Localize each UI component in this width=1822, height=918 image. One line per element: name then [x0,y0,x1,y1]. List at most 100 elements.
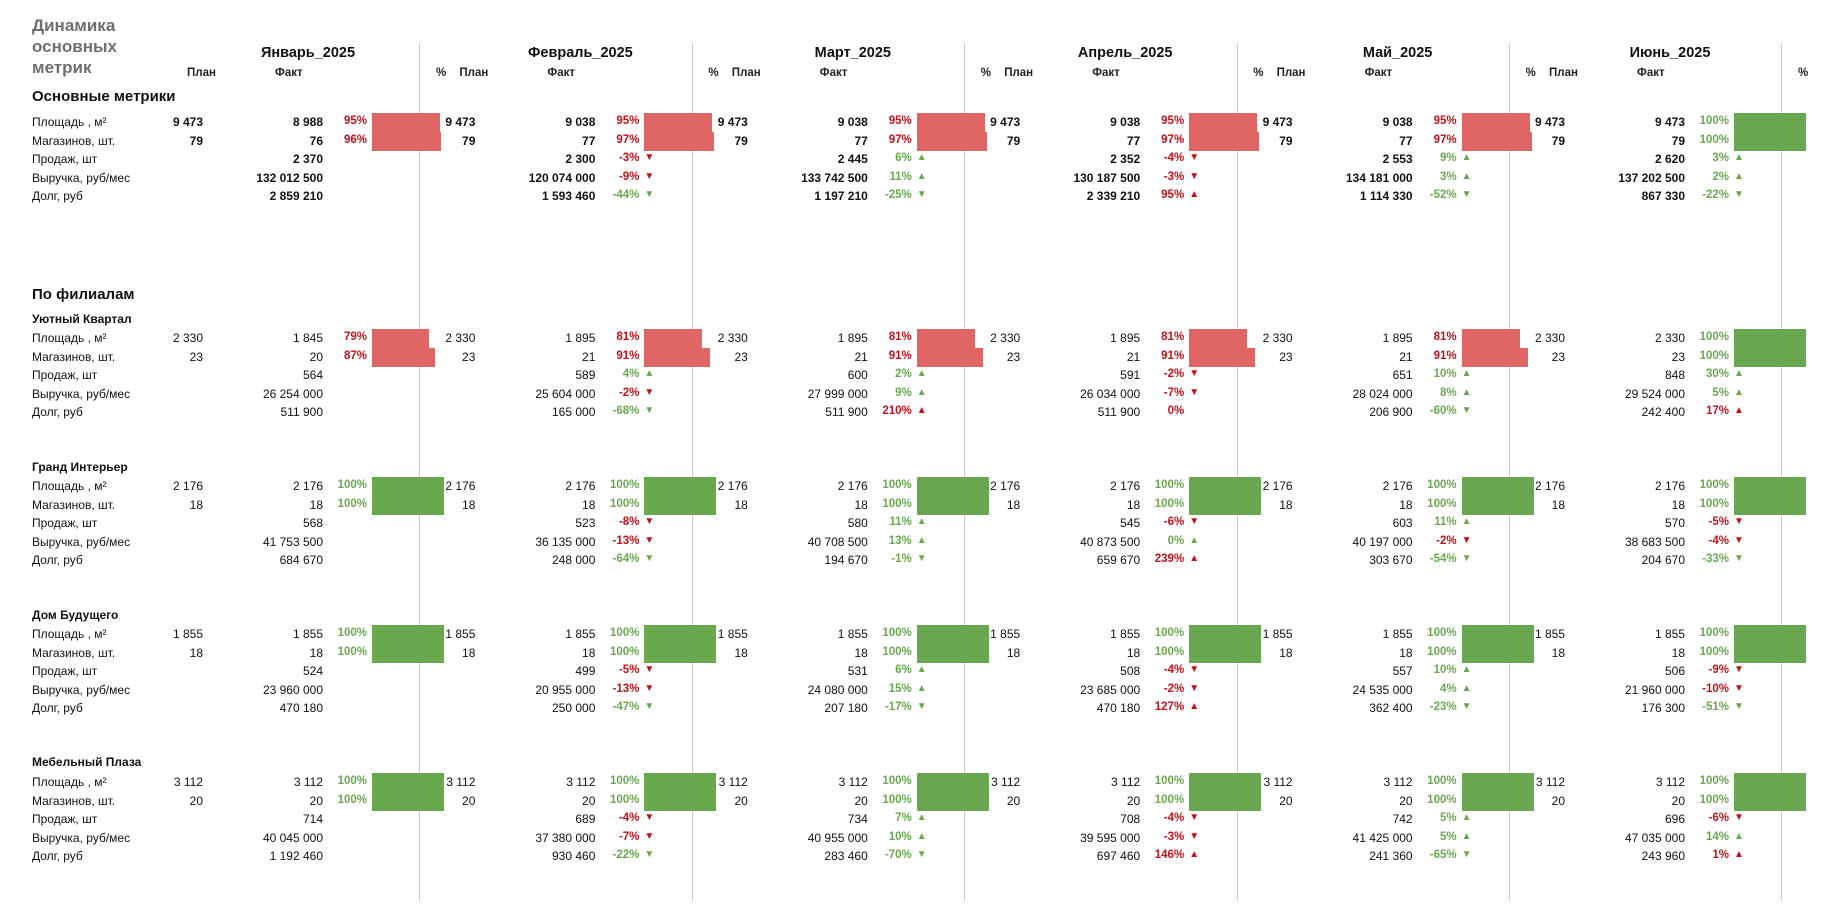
change-pct: -10% [1702,682,1729,695]
arrow-up-icon: ▲ [916,386,927,398]
change-pct: -4% [618,812,640,824]
pct-value: 100% [1427,627,1457,639]
fact-value: 241 360 [1369,849,1413,863]
change-pct: -9% [618,170,640,183]
pct-value: 100% [337,479,367,491]
month-separator [1509,44,1510,900]
change-pct: -52% [1429,189,1457,201]
col-header-pct: % [1253,67,1264,79]
arrow-up-icon: ▲ [916,830,927,842]
pct-value: 100% [337,497,367,510]
fact-value: 848 [1664,368,1685,382]
pct-value: 100% [882,775,912,787]
progress-bar [1189,329,1248,348]
fact-value: 242 400 [1641,405,1685,419]
pct-value: 81% [888,331,912,343]
plan-value: 18 [189,497,203,512]
plan-value: 23 [734,349,748,364]
change-pct: 15% [888,682,912,695]
progress-bar [1461,625,1534,644]
arrow-up-icon: ▲ [644,368,655,379]
progress-bar [1734,643,1806,663]
fact-value: 511 900 [280,405,324,419]
progress-bar [1189,347,1256,367]
arrow-up-icon: ▲ [1461,812,1472,823]
change-pct: 11% [1434,516,1457,528]
pct-value: 100% [1699,627,1729,639]
month-separator [1781,44,1783,900]
arrow-down-icon: ▼ [1189,830,1200,842]
change-pct: 2% [1712,170,1729,183]
month-separator [964,44,966,900]
pct-value: 100% [337,645,367,658]
change-pct: -54% [1429,553,1457,565]
progress-bar [916,113,985,132]
col-header-plan: План [1004,67,1034,79]
arrow-up-icon: ▲ [916,170,927,182]
arrow-up-icon: ▲ [1189,553,1200,564]
change-pct: -22% [612,849,640,861]
fact-value: 1 895 [1382,331,1413,345]
fact-value: 1 593 460 [542,189,596,203]
progress-bar [372,625,444,644]
col-header-fact: Факт [1092,67,1120,79]
plan-value: 2 176 [717,479,748,493]
change-pct: -7% [618,830,640,843]
change-pct: 0% [1167,534,1185,547]
change-pct: 11% [889,170,912,183]
change-pct: 239% [1154,553,1185,565]
plan-value: 2 330 [172,331,203,345]
pct-value: 100% [882,627,912,639]
change-pct: 3% [1439,170,1457,183]
fact-value: 1 114 330 [1359,189,1413,203]
arrow-up-icon: ▲ [1734,386,1744,398]
month-separator [419,44,421,900]
progress-bar [372,131,441,151]
fact-value: 708 [1120,812,1141,826]
fact-value: 18 [1126,645,1141,660]
plan-value: 23 [1006,349,1021,364]
fact-value: 362 400 [1369,701,1413,715]
metric-label: Площадь , м² [32,775,107,789]
arrow-down-icon: ▼ [644,849,655,860]
fact-value: 9 038 [837,115,868,129]
arrow-up-icon: ▲ [1734,368,1744,379]
plan-value: 9 473 [1262,115,1293,129]
fact-value: 557 [1392,664,1413,678]
pct-value: 95% [343,115,367,127]
change-pct: 7% [895,812,912,824]
fact-value: 1 855 [837,627,868,641]
change-pct: 9% [1439,152,1457,164]
change-pct: -22% [1702,189,1729,201]
month-header: Март_2025 [814,45,891,61]
pct-value: 100% [882,479,912,491]
progress-bar [1734,477,1806,496]
progress-bar [1461,773,1534,792]
arrow-down-icon: ▼ [1189,386,1200,398]
fact-value: 18 [1399,645,1413,660]
plan-value: 20 [1006,793,1021,808]
metric-label: Выручка, руб/мес [32,170,131,185]
branch-name: Гранд Интерьер [32,460,128,474]
pct-value: 100% [1699,497,1729,510]
fact-value: 77 [1399,133,1413,148]
metric-label: Выручка, руб/мес [32,830,131,845]
fact-value: 9 038 [1382,115,1413,129]
progress-bar [372,113,440,132]
metric-label: Выручка, руб/мес [32,534,131,549]
plan-value: 2 330 [717,331,748,345]
pct-value: 100% [1154,479,1185,491]
fact-value: 1 895 [1110,331,1141,345]
fact-value: 132 012 500 [256,170,323,185]
fact-value: 21 [1126,349,1141,364]
arrow-up-icon: ▲ [1734,170,1744,182]
fact-value: 600 [847,368,868,382]
fact-value: 40 955 000 [807,830,868,845]
metric-label: Продаж, шт [32,368,98,382]
fact-value: 511 900 [825,405,868,419]
fact-value: 508 [1120,664,1141,678]
progress-bar [1189,113,1258,132]
branch-name: Дом Будущего [32,608,119,622]
fact-value: 194 670 [824,553,868,567]
change-pct: -4% [1708,534,1729,547]
